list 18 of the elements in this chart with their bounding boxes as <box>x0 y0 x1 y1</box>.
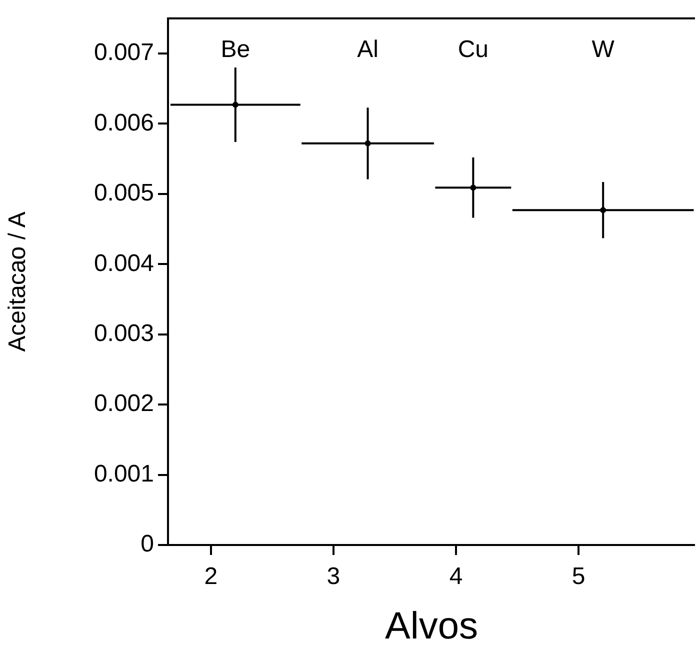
y-tick-label: 0.007 <box>94 39 154 66</box>
annotation: Cu <box>458 36 489 64</box>
x-axis-title: Alvos <box>385 606 478 648</box>
x-tick-label: 4 <box>449 563 463 590</box>
y-tick-label: 0.003 <box>94 320 154 347</box>
y-axis-title: Aceitacao / A <box>4 212 32 352</box>
annotation: W <box>592 36 615 64</box>
annotation: Be <box>220 36 250 64</box>
x-tick-label: 5 <box>572 563 586 590</box>
y-tick-label: 0.005 <box>94 180 154 207</box>
y-tick-label: 0.004 <box>94 250 154 277</box>
y-tick-label: 0.001 <box>94 460 154 488</box>
y-tick-label: 0.002 <box>94 390 154 418</box>
y-tick-label: 0.006 <box>94 109 154 136</box>
annotation: Al <box>357 36 378 64</box>
x-tick-label: 3 <box>326 563 340 590</box>
x-tick-label: 2 <box>204 563 218 590</box>
y-tick-label: 0 <box>140 530 154 558</box>
